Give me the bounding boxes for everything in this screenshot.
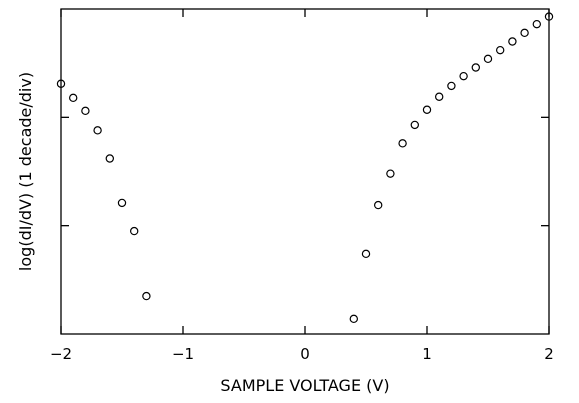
data-point xyxy=(496,45,505,55)
x-tick-labels: −2 −1 0 1 2 xyxy=(50,345,554,363)
data-point xyxy=(349,314,358,324)
data-point xyxy=(386,169,395,178)
data-point xyxy=(422,105,432,114)
plot-frame xyxy=(60,8,550,335)
data-point xyxy=(56,79,66,88)
data-point xyxy=(374,200,383,210)
data-point xyxy=(532,19,542,29)
x-tick-label: −1 xyxy=(172,345,194,363)
x-tick-label: 1 xyxy=(422,345,432,363)
axis-ticks xyxy=(60,9,550,334)
data-point xyxy=(93,126,102,135)
data-point xyxy=(483,54,493,64)
data-point xyxy=(129,226,139,236)
x-tick-label: −2 xyxy=(50,345,72,363)
data-points xyxy=(56,12,554,324)
x-axis-title: SAMPLE VOLTAGE (V) xyxy=(220,376,389,395)
data-point xyxy=(447,81,456,91)
data-point xyxy=(459,71,468,81)
data-point xyxy=(410,120,419,130)
data-point xyxy=(398,139,407,148)
x-tick-label: 0 xyxy=(300,345,310,363)
y-axis-title: log(dI/dV) (1 decade/div) xyxy=(16,72,35,271)
data-point xyxy=(544,12,554,21)
data-point xyxy=(81,106,90,116)
data-point xyxy=(471,63,480,72)
data-point xyxy=(142,291,151,301)
x-tick-label: 2 xyxy=(544,345,554,363)
data-point xyxy=(435,92,444,101)
data-point xyxy=(508,37,517,46)
data-point xyxy=(117,198,127,208)
data-point xyxy=(105,154,115,163)
data-point xyxy=(361,249,371,259)
data-point xyxy=(68,93,78,103)
data-point xyxy=(520,28,529,38)
